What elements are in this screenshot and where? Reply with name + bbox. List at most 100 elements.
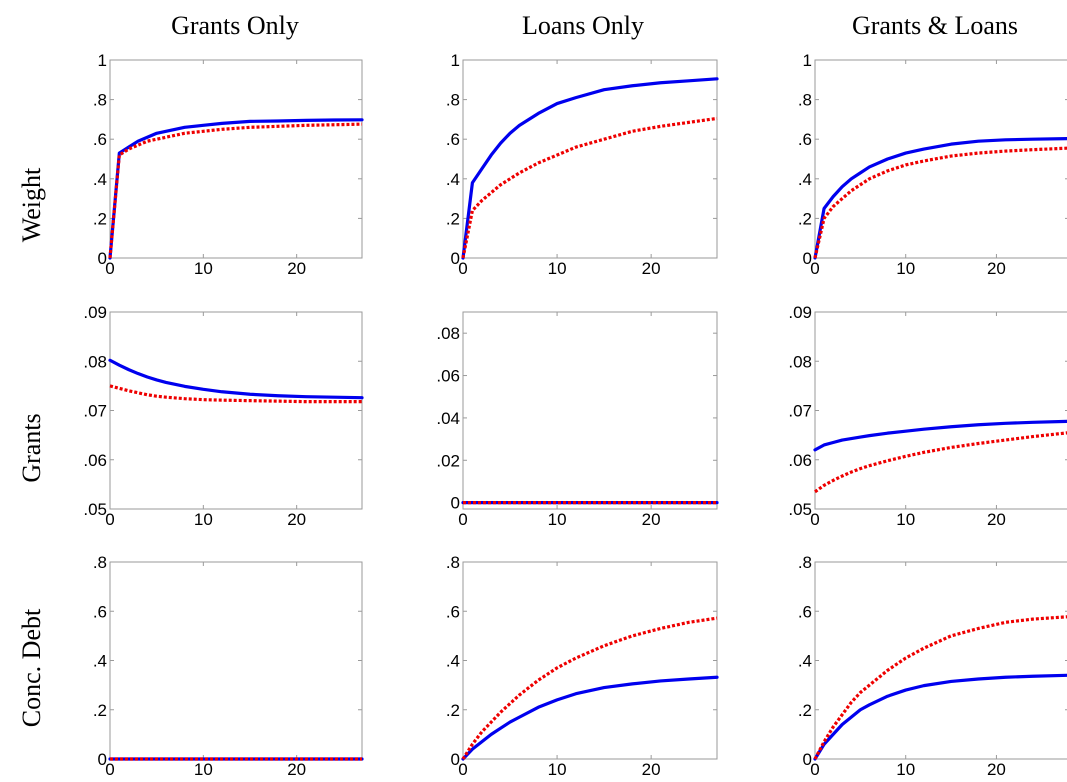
y-tick-label: .09	[83, 303, 107, 322]
axes-frame	[814, 561, 1067, 760]
axes-frame	[109, 561, 363, 760]
row-title-conc-debt: Conc. Debt	[17, 608, 46, 727]
x-tick-label: 10	[896, 259, 915, 278]
axes-frame	[109, 311, 363, 510]
axes-frame	[814, 59, 1067, 259]
series-line-solid	[813, 419, 1067, 452]
x-tick-label: 20	[642, 259, 661, 278]
x-tick-label: 0	[105, 510, 114, 529]
column-titles: Grants Only Loans Only Grants & Loans	[171, 11, 1018, 40]
series-line-solid	[461, 77, 719, 260]
axes-frame	[109, 59, 363, 259]
x-tick-label: 0	[810, 510, 819, 529]
x-tick-label: 10	[896, 510, 915, 529]
x-tick-label: 10	[896, 760, 915, 779]
x-tick-label: 10	[548, 510, 567, 529]
y-tick-label: 0	[451, 494, 460, 513]
y-tick-label: 0	[451, 249, 460, 268]
y-tick-label: .8	[798, 91, 812, 110]
y-tick-label: .6	[446, 130, 460, 149]
y-tick-label: .6	[798, 130, 812, 149]
series-line-dotted	[108, 122, 363, 259]
y-tick-label: .06	[83, 451, 107, 470]
subplot-grid: 0.2.4.6.810 10 200.2.4.6.810 10 200.2.4.6.81…	[83, 51, 1067, 779]
x-tick-label: 10	[548, 760, 567, 779]
panel-weight-grants-and-loans: 0.2.4.6.810 10 20	[798, 51, 1067, 278]
panel-conc-debt-loans-only: 0 .2 .4 .6 .8 0 10 20	[446, 553, 719, 779]
series-line-dotted	[813, 615, 1067, 760]
series-line-solid	[108, 118, 364, 260]
y-tick-label: 1	[98, 51, 107, 70]
x-tick-label: 10	[548, 259, 567, 278]
y-tick-label: .08	[788, 352, 812, 371]
y-tick-label: .07	[788, 402, 812, 421]
y-tick-label: .02	[436, 451, 460, 470]
x-tick-label: 20	[987, 510, 1006, 529]
x-tick-label: 0	[105, 760, 114, 779]
y-tick-label: .8	[446, 91, 460, 110]
y-tick-label: .6	[798, 602, 812, 621]
panel-conc-debt-grants-only: 0 .2 .4 .6 .8 0 10 20	[93, 553, 364, 779]
y-tick-label: .07	[83, 402, 107, 421]
series-line-solid	[461, 675, 719, 761]
y-tick-label: .08	[436, 324, 460, 343]
y-tick-label: .6	[93, 130, 107, 149]
series-line-solid	[813, 673, 1067, 761]
series-line-solid	[813, 137, 1067, 260]
x-tick-label: 0	[810, 760, 819, 779]
series-line-dotted	[814, 431, 1067, 494]
column-title-grants-and-loans: Grants & Loans	[852, 11, 1018, 40]
y-tick-label: .2	[446, 701, 460, 720]
y-tick-label: .06	[788, 451, 812, 470]
y-tick-label: .4	[93, 170, 107, 189]
y-tick-label: .06	[436, 367, 460, 386]
y-tick-label: .05	[83, 500, 107, 519]
x-tick-label: 20	[287, 510, 306, 529]
y-tick-label: .09	[788, 303, 812, 322]
x-tick-label: 0	[810, 259, 819, 278]
y-tick-label: 1	[803, 51, 812, 70]
axes-frame	[462, 311, 718, 510]
x-tick-label: 20	[642, 760, 661, 779]
y-tick-label: .08	[83, 352, 107, 371]
series-line-dotted	[461, 116, 718, 259]
x-tick-label: 0	[458, 510, 467, 529]
y-tick-label: .4	[446, 652, 460, 671]
y-tick-label: .8	[93, 553, 107, 572]
series-line-dotted	[461, 616, 718, 760]
axes-frame	[462, 59, 718, 259]
y-tick-label: 0	[98, 249, 107, 268]
x-tick-label: 10	[194, 510, 213, 529]
x-tick-label: 20	[287, 259, 306, 278]
column-title-loans-only: Loans Only	[522, 11, 644, 40]
series-line-solid	[108, 358, 364, 400]
y-tick-label: 1	[451, 51, 460, 70]
row-titles: Weight Grants Conc. Debt	[17, 167, 46, 727]
column-title-grants-only: Grants Only	[171, 11, 299, 40]
y-tick-label: .8	[93, 91, 107, 110]
panel-conc-debt-grants-and-loans: 0 .2 .4 .6 .8 0 10 20	[798, 553, 1067, 779]
y-tick-label: .6	[93, 602, 107, 621]
y-tick-label: .6	[446, 602, 460, 621]
panel-grants-loans-only: 0 .02 .04 .06 .08 0 10 20	[436, 311, 719, 529]
panel-grants-grants-and-loans: .05 .06 .07 .08 .09 0 10 20	[788, 303, 1067, 529]
y-tick-label: .2	[798, 209, 812, 228]
axes-frame	[814, 311, 1067, 510]
y-tick-label: 0	[803, 249, 812, 268]
y-tick-label: 0	[451, 750, 460, 769]
y-tick-label: .4	[93, 652, 107, 671]
row-title-weight: Weight	[17, 167, 46, 242]
x-tick-label: 20	[642, 510, 661, 529]
y-tick-label: .2	[93, 209, 107, 228]
y-tick-label: .8	[798, 553, 812, 572]
y-tick-label: 0	[98, 750, 107, 769]
panel-weight-loans-only: 0.2.4.6.810 10 20	[446, 51, 719, 278]
x-tick-label: 0	[458, 259, 467, 278]
y-tick-label: .4	[798, 652, 812, 671]
x-tick-label: 10	[194, 259, 213, 278]
y-tick-label: .2	[446, 209, 460, 228]
x-tick-label: 20	[987, 760, 1006, 779]
x-tick-label: 0	[458, 760, 467, 779]
y-tick-label: .05	[788, 500, 812, 519]
